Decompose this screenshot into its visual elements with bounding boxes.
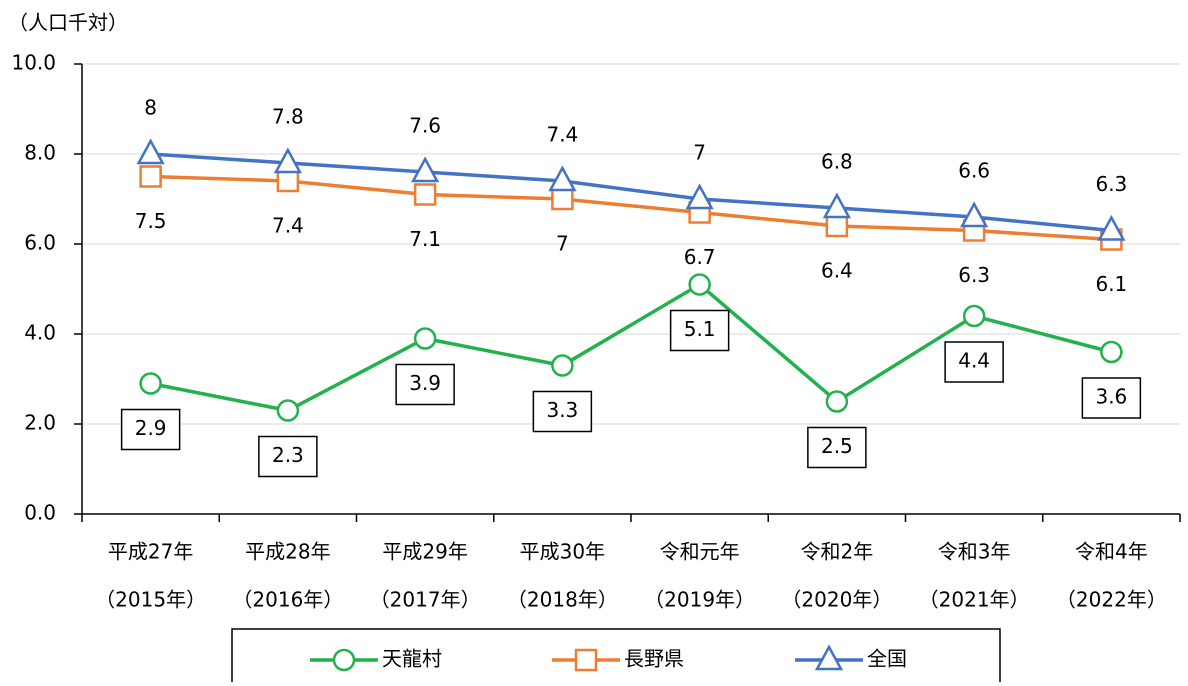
point	[413, 183, 437, 206]
data-label: 2.5	[821, 434, 853, 458]
point	[276, 169, 300, 193]
data-label-box	[669, 309, 730, 352]
x-tick-sublabel: （2020年）	[781, 588, 892, 612]
x-tick-sublabel: （2021年）	[919, 588, 1030, 612]
point	[136, 138, 165, 165]
legend-marker	[332, 648, 356, 672]
x-tick-label: 令和4年	[1075, 540, 1148, 564]
data-label: 3.6	[1095, 385, 1127, 409]
y-axis-label: （人口千対）	[8, 11, 128, 35]
y-tick-label: 10.0	[11, 51, 56, 75]
x-tick-label: 令和2年	[801, 540, 874, 564]
data-label: 4.4	[958, 349, 990, 373]
data-label-box	[1081, 377, 1142, 419]
point	[685, 183, 714, 210]
data-label: 6.7	[684, 245, 716, 269]
legend-label: 全国	[867, 647, 907, 671]
data-label-box	[258, 435, 318, 478]
data-label: 7	[693, 141, 706, 165]
data-label: 2.3	[272, 443, 304, 467]
point	[413, 327, 437, 350]
point	[1100, 340, 1123, 364]
data-label-box	[807, 426, 867, 469]
data-label: 6.3	[958, 263, 990, 287]
data-label-box	[944, 341, 1004, 383]
x-tick-label: 平成30年	[520, 540, 605, 564]
point	[825, 214, 849, 238]
data-label-box	[120, 408, 181, 451]
x-tick-sublabel: （2015年）	[95, 588, 206, 612]
point	[548, 165, 577, 192]
data-label: 6.1	[1095, 272, 1127, 296]
data-label: 7.5	[135, 209, 167, 233]
x-tick-sublabel: （2016年）	[232, 588, 343, 612]
legend-label: 長野県	[624, 647, 684, 671]
point	[962, 304, 986, 328]
series-line	[150, 282, 1112, 413]
point	[411, 156, 440, 183]
data-label: 6.6	[958, 159, 990, 183]
data-label-box	[532, 390, 593, 433]
point	[139, 372, 162, 395]
point	[551, 187, 574, 211]
data-label: 5.1	[684, 317, 716, 341]
series-line	[150, 174, 1112, 242]
legend-label: 天龍村	[382, 647, 442, 671]
point	[273, 147, 302, 174]
data-label: 6.4	[821, 259, 853, 283]
x-tick-sublabel: （2017年）	[370, 588, 481, 612]
legend-box	[231, 628, 1001, 686]
y-tick-label: 8.0	[24, 141, 56, 165]
data-label: 3.3	[546, 398, 578, 422]
point	[1097, 214, 1126, 241]
data-label: 8	[144, 96, 157, 120]
x-tick-label: 平成28年	[245, 540, 330, 564]
data-label-box	[395, 363, 455, 406]
data-label: 7	[556, 232, 569, 256]
x-tick-label: 平成29年	[382, 540, 467, 564]
x-tick-sublabel: （2022年）	[1056, 588, 1167, 612]
point	[825, 390, 849, 413]
y-tick-label: 4.0	[24, 321, 56, 345]
point	[688, 273, 711, 296]
point	[822, 192, 851, 219]
data-label: 6.8	[821, 150, 853, 174]
legend-marker	[814, 644, 844, 671]
legend-marker	[574, 648, 598, 672]
data-label: 7.4	[272, 214, 304, 238]
point	[960, 201, 989, 228]
y-tick-label: 6.0	[24, 231, 56, 255]
x-tick-sublabel: （2019年）	[644, 588, 755, 612]
series-line	[150, 152, 1112, 233]
x-tick-label: 令和3年	[938, 540, 1011, 564]
x-tick-sublabel: （2018年）	[507, 588, 618, 612]
data-label: 7.4	[546, 123, 578, 147]
y-tick-label: 0.0	[24, 501, 56, 525]
data-label: 2.9	[135, 416, 167, 440]
x-tick-label: 令和元年	[660, 540, 740, 564]
y-tick-label: 2.0	[24, 411, 56, 435]
data-label: 7.1	[409, 227, 441, 251]
data-label: 6.3	[1095, 172, 1127, 196]
point	[551, 354, 574, 377]
point	[139, 165, 162, 188]
data-label: 7.6	[409, 114, 441, 138]
point	[276, 399, 300, 422]
data-label: 7.8	[272, 105, 304, 129]
data-label: 3.9	[409, 371, 441, 395]
x-tick-label: 平成27年	[108, 540, 193, 564]
